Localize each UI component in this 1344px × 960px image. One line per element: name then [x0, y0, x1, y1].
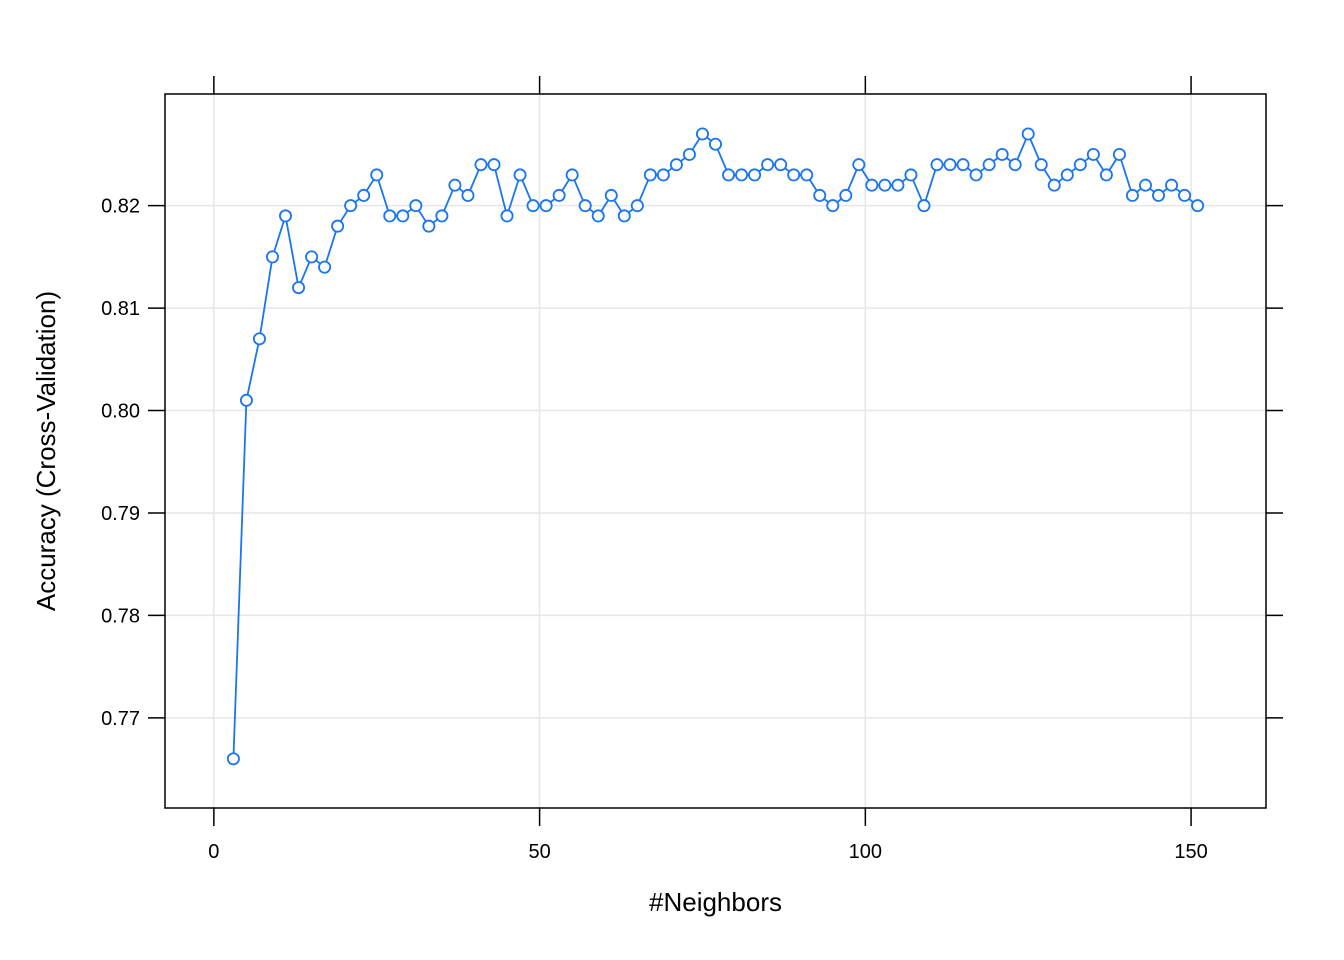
data-point — [383, 209, 397, 223]
data-point — [331, 219, 345, 233]
data-point — [878, 178, 892, 192]
data-point — [1034, 158, 1048, 172]
data-point — [1086, 147, 1100, 161]
data-point — [735, 168, 749, 182]
y-axis-title: Accuracy (Cross-Validation) — [31, 291, 61, 611]
data-point — [370, 168, 384, 182]
data-point — [800, 168, 814, 182]
data-point — [943, 158, 957, 172]
data-point — [604, 188, 618, 202]
data-point — [865, 178, 879, 192]
data-point — [1165, 178, 1179, 192]
data-point — [252, 332, 266, 346]
data-point — [578, 199, 592, 213]
data-point — [1125, 188, 1139, 202]
x-tick-label: 0 — [208, 841, 219, 863]
data-point — [565, 168, 579, 182]
data-point — [1191, 199, 1205, 213]
data-point — [487, 158, 501, 172]
grid-lines — [165, 94, 1266, 808]
data-point — [787, 168, 801, 182]
x-axis-title: #Neighbors — [649, 887, 782, 917]
data-point — [461, 188, 475, 202]
data-point — [709, 137, 723, 151]
data-point — [969, 168, 983, 182]
data-point — [1060, 168, 1074, 182]
data-point — [526, 199, 540, 213]
data-point — [917, 199, 931, 213]
data-point — [813, 188, 827, 202]
y-tick-label: 0.78 — [101, 605, 140, 627]
data-point — [305, 250, 319, 264]
data-point — [1047, 178, 1061, 192]
data-point — [422, 219, 436, 233]
data-point — [591, 209, 605, 223]
data-point — [265, 250, 279, 264]
data-point — [239, 393, 253, 407]
x-tick-label: 50 — [528, 841, 550, 863]
data-point — [357, 188, 371, 202]
data-point — [1152, 188, 1166, 202]
data-point — [1073, 158, 1087, 172]
data-point — [1138, 178, 1152, 192]
data-point — [1112, 147, 1126, 161]
data-point — [474, 158, 488, 172]
data-point — [409, 199, 423, 213]
axis-ticks: 0 50 100 150 0.77 0.78 0.79 0.80 0.81 0.82 — [101, 76, 1283, 863]
data-point — [995, 147, 1009, 161]
data-point — [852, 158, 866, 172]
data-point — [1021, 127, 1035, 141]
data-point — [448, 178, 462, 192]
data-point — [722, 168, 736, 182]
x-tick-label: 150 — [1174, 841, 1207, 863]
data-point — [682, 147, 696, 161]
data-point — [617, 209, 631, 223]
y-tick-label: 0.79 — [101, 503, 140, 525]
data-point — [839, 188, 853, 202]
data-point — [539, 199, 553, 213]
data-point — [1008, 158, 1022, 172]
data-point — [930, 158, 944, 172]
data-point — [761, 158, 775, 172]
data-point — [552, 188, 566, 202]
data-point — [643, 168, 657, 182]
data-point — [669, 158, 683, 172]
plot-frame — [164, 93, 1267, 809]
data-point — [292, 281, 306, 295]
data-series — [226, 127, 1205, 766]
x-tick-label: 100 — [849, 841, 882, 863]
data-point — [826, 199, 840, 213]
data-point — [435, 209, 449, 223]
data-point — [318, 260, 332, 274]
data-point — [656, 168, 670, 182]
y-tick-label: 0.77 — [101, 708, 140, 730]
data-point — [695, 127, 709, 141]
data-point — [982, 158, 996, 172]
data-point — [279, 209, 293, 223]
data-point — [904, 168, 918, 182]
data-point — [748, 168, 762, 182]
data-point — [774, 158, 788, 172]
data-point — [500, 209, 514, 223]
data-point — [344, 199, 358, 213]
data-point — [226, 752, 240, 766]
data-point — [630, 199, 644, 213]
data-point — [513, 168, 527, 182]
y-tick-label: 0.81 — [101, 298, 140, 320]
data-point — [956, 158, 970, 172]
data-point — [1099, 168, 1113, 182]
y-tick-label: 0.82 — [101, 196, 140, 218]
data-point — [1178, 188, 1192, 202]
y-tick-label: 0.80 — [101, 401, 140, 423]
data-point — [396, 209, 410, 223]
data-point — [891, 178, 905, 192]
